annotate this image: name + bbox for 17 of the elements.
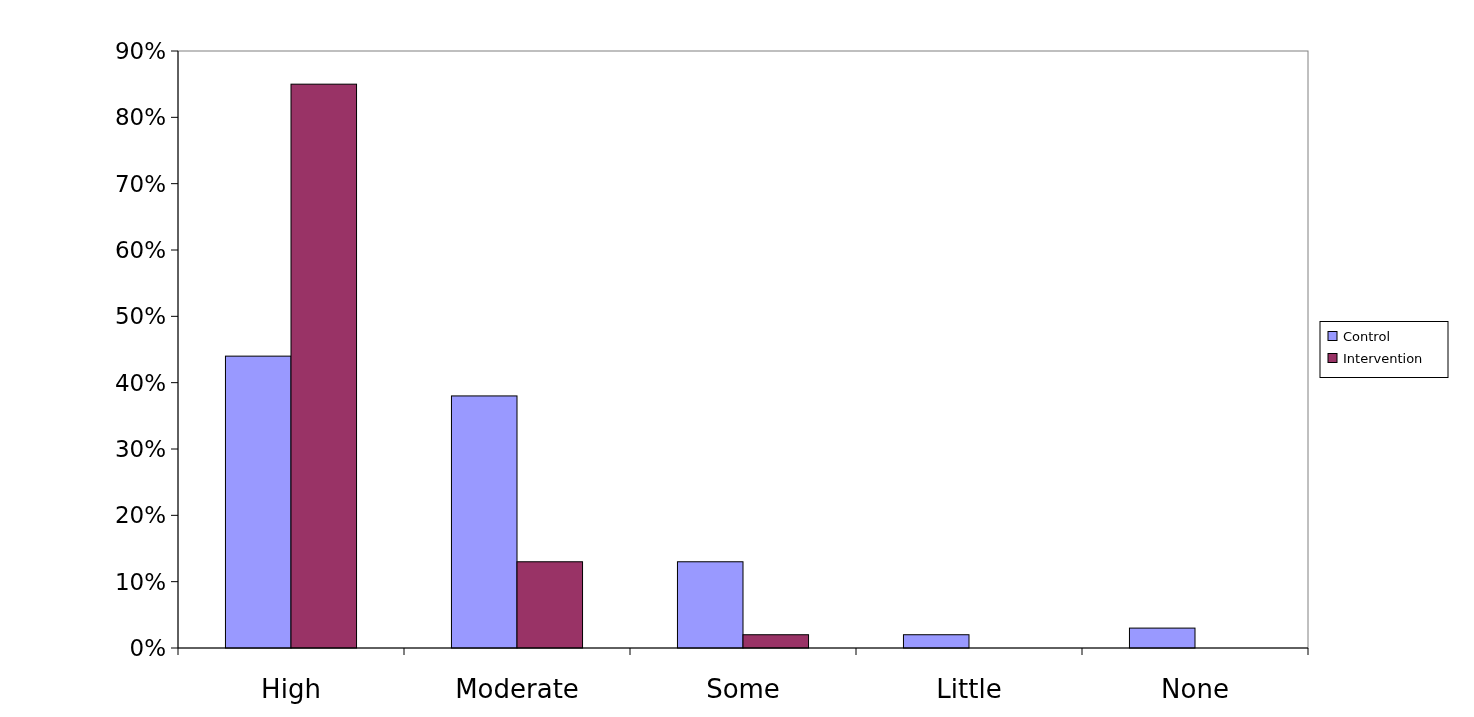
y-tick-label: 20% [114,502,166,529]
y-tick-label: 30% [114,436,166,463]
legend-label: Intervention [1343,351,1423,367]
legend-label: Control [1343,329,1390,345]
y-tick-label: 80% [114,104,166,131]
y-tick-label: 90% [114,38,166,65]
y-tick-label: 40% [114,369,166,396]
x-tick-label: Moderate [455,674,579,704]
y-tick-label: 70% [114,170,166,197]
x-tick-label: Some [706,674,780,704]
y-tick-label: 60% [114,237,166,264]
y-tick-label: 50% [114,303,166,330]
x-tick-label: None [1161,674,1229,704]
x-tick-label: Little [936,674,1002,704]
x-tick-label: High [261,674,321,704]
y-tick-label: 0% [129,635,166,662]
y-tick-label: 10% [114,568,166,595]
